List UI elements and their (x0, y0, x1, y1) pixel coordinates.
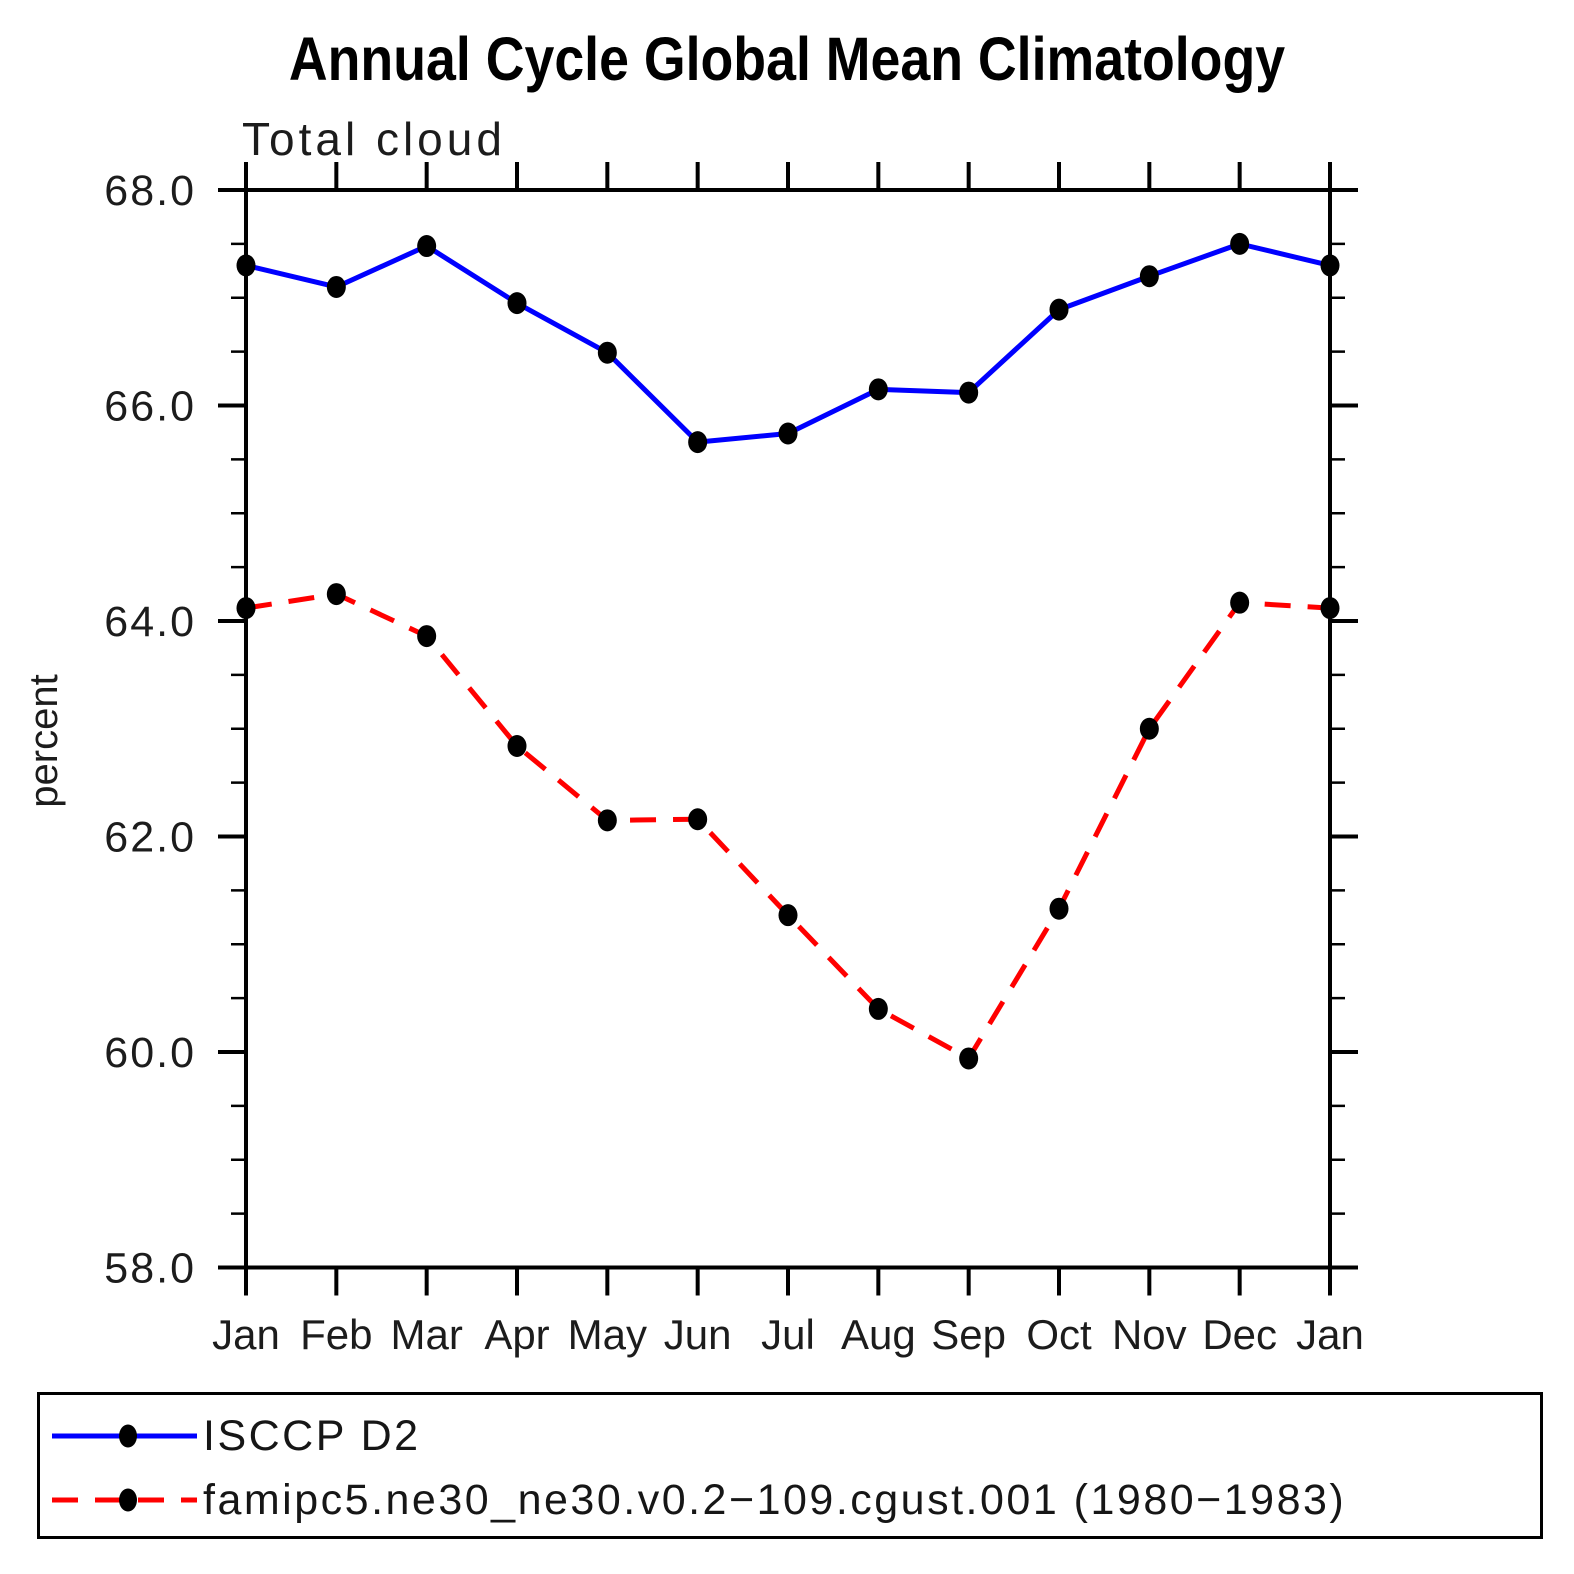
y-tick-label: 60.0 (104, 1029, 196, 1077)
data-point-marker (236, 254, 256, 277)
data-point-marker (778, 422, 798, 445)
data-point-marker (417, 625, 437, 648)
legend-marker-dot (119, 1488, 137, 1512)
x-tick-label: May (568, 1311, 647, 1358)
series-line-1 (245, 591, 1331, 1061)
legend-box: ISCCP D2 famipc5.ne30_ne30.v0.2−109.cgus… (37, 1392, 1543, 1539)
data-point-marker (1139, 265, 1159, 288)
legend-item-isccp: ISCCP D2 (46, 1412, 421, 1460)
data-point-marker (597, 341, 617, 364)
x-tick-label: Jan (1296, 1311, 1364, 1358)
data-point-marker (597, 809, 617, 832)
data-point-marker (1049, 298, 1069, 321)
data-point-marker (507, 734, 527, 757)
data-point-marker (959, 1047, 979, 1070)
data-point-marker (236, 597, 256, 620)
y-axis-title: percent (22, 674, 66, 807)
x-tick-label: Aug (841, 1311, 916, 1358)
y-tick-label: 66.0 (104, 383, 196, 431)
data-point-marker (417, 235, 437, 258)
legend-item-famipc5: famipc5.ne30_ne30.v0.2−109.cgust.001 (19… (46, 1476, 1347, 1524)
plot-frame (244, 188, 1332, 1270)
legend-label-famipc5: famipc5.ne30_ne30.v0.2−109.cgust.001 (19… (203, 1476, 1347, 1524)
x-tick-label: Nov (1112, 1311, 1187, 1358)
x-tick-label: Dec (1202, 1311, 1277, 1358)
data-point-marker (326, 583, 346, 606)
legend-swatch-dashed-line (52, 1488, 197, 1512)
y-tick-label: 62.0 (104, 814, 196, 862)
data-point-marker (1139, 717, 1159, 740)
data-point-marker (326, 275, 346, 298)
data-point-marker (1230, 591, 1250, 614)
chart-title: Annual Cycle Global Mean Climatology (288, 25, 1286, 93)
y-tick-label: 58.0 (104, 1245, 196, 1293)
x-tick-label: Jun (664, 1311, 732, 1358)
data-point-marker (868, 378, 888, 401)
x-tick-label: Sep (931, 1311, 1006, 1358)
x-tick-label: Feb (300, 1311, 372, 1358)
x-tick-label: Apr (484, 1311, 549, 1358)
series-line-0 (245, 241, 1331, 445)
x-tick-label: Oct (1026, 1311, 1092, 1358)
legend-label-isccp: ISCCP D2 (203, 1412, 421, 1460)
legend-swatch-solid-line (52, 1424, 197, 1448)
x-tick-label: Jul (761, 1311, 815, 1358)
data-point-marker (1320, 597, 1340, 620)
data-point-marker (688, 808, 708, 831)
data-point-marker (1320, 254, 1340, 277)
legend-marker-dot (119, 1424, 137, 1448)
data-point-marker (1049, 897, 1069, 920)
data-point-marker (959, 381, 979, 404)
y-tick-label: 68.0 (104, 167, 196, 215)
data-point-marker (688, 431, 708, 454)
chart-subtitle: Total cloud (242, 113, 506, 165)
data-point-marker (778, 904, 798, 927)
x-tick-label: Mar (390, 1311, 462, 1358)
data-point-marker (1230, 232, 1250, 255)
data-point-marker (507, 292, 527, 315)
y-tick-label: 64.0 (104, 598, 196, 646)
data-point-marker (868, 997, 888, 1020)
x-tick-label: Jan (212, 1311, 280, 1358)
